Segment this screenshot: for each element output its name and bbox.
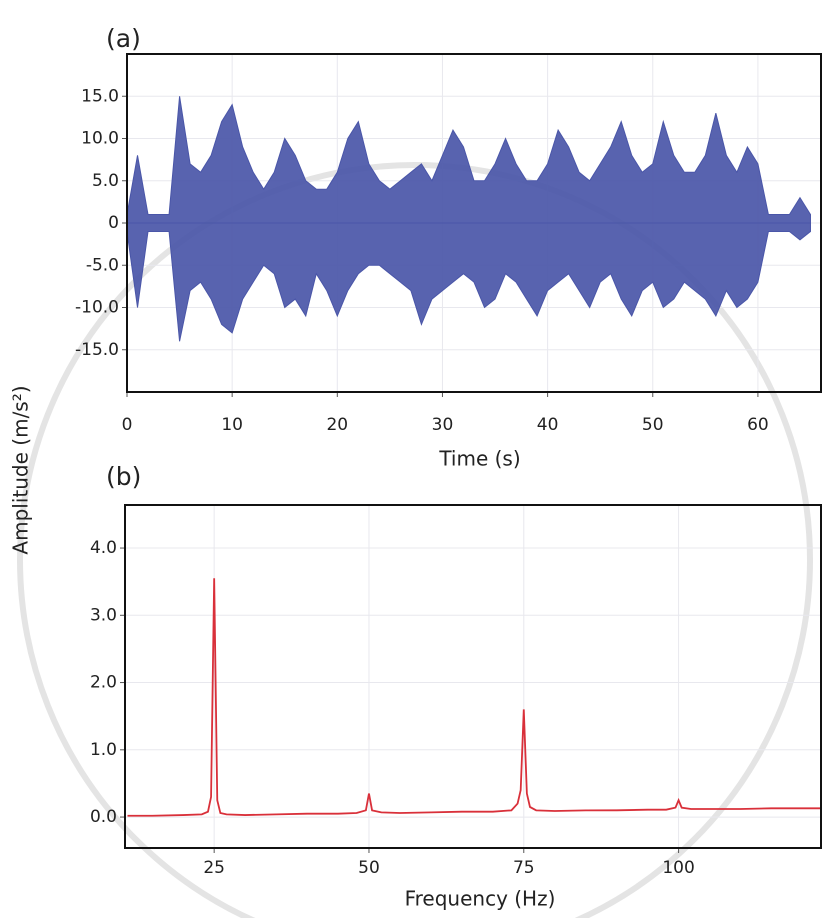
y-tick-label: 0.0 bbox=[90, 807, 117, 827]
y-tick-label: 5.0 bbox=[92, 171, 119, 191]
panel-label: (a) bbox=[106, 24, 141, 53]
y-tick-label: -15.0 bbox=[75, 340, 119, 360]
x-tick-label: 20 bbox=[326, 415, 348, 435]
y-axis-title: Amplitude (m/s²) bbox=[9, 385, 33, 554]
x-axis-title: Time (s) bbox=[438, 447, 520, 471]
x-tick-label: 25 bbox=[203, 858, 225, 878]
x-tick-label: 50 bbox=[358, 858, 380, 878]
plot-frame bbox=[126, 53, 822, 393]
x-tick-label: 50 bbox=[642, 415, 664, 435]
y-tick-label: 15.0 bbox=[81, 86, 119, 106]
x-tick-label: 30 bbox=[432, 415, 454, 435]
y-tick-label: 0 bbox=[108, 213, 119, 233]
x-axis-title: Frequency (Hz) bbox=[405, 887, 556, 911]
y-tick-label: 1.0 bbox=[90, 740, 117, 760]
y-tick-label: 10.0 bbox=[81, 129, 119, 149]
x-tick-label: 10 bbox=[221, 415, 243, 435]
y-tick-label: 4.0 bbox=[90, 538, 117, 558]
x-tick-label: 75 bbox=[513, 858, 535, 878]
watermark bbox=[17, 162, 813, 918]
spectrum-line bbox=[127, 578, 821, 817]
panel-label: (b) bbox=[106, 462, 141, 491]
y-tick-label: 3.0 bbox=[90, 605, 117, 625]
y-tick-label: -10.0 bbox=[75, 298, 119, 318]
plot-frame bbox=[124, 504, 822, 849]
signal-area bbox=[126, 222, 811, 342]
x-tick-label: 40 bbox=[537, 415, 559, 435]
y-tick-label: -5.0 bbox=[86, 255, 119, 275]
x-tick-label: 60 bbox=[747, 415, 769, 435]
y-tick-label: 2.0 bbox=[90, 673, 117, 693]
signal-area bbox=[126, 96, 811, 224]
x-tick-label: 100 bbox=[662, 858, 694, 878]
x-tick-label: 0 bbox=[122, 415, 133, 435]
